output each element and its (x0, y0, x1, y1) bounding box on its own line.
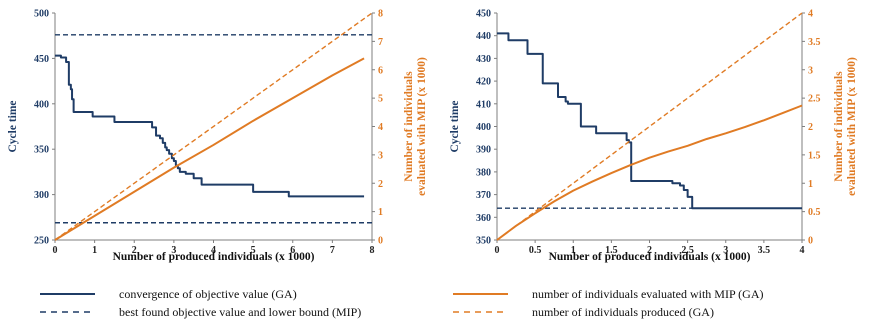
legend-label-mip_bound: best found objective value and lower bou… (119, 305, 361, 319)
x-tick-label: 0 (495, 245, 500, 256)
y2-tick-label: 3.5 (808, 37, 821, 48)
y-tick-label: 420 (476, 77, 491, 88)
y-tick-label: 500 (34, 9, 49, 20)
y2-tick-label: 2 (808, 122, 813, 133)
series-line-ga_convergence (55, 54, 365, 198)
series-line-mip_evaluated (54, 57, 365, 241)
y2-tick-label: 3 (378, 150, 383, 161)
y-tick-label: 350 (34, 145, 49, 156)
chart-panel-2: 0 0.5 1 1.5 2 2.5 3 3.5 435036037038039040041042… (449, 9, 858, 264)
x-tick-label: 2 (647, 245, 652, 256)
x-tick-label: 7 (330, 245, 335, 256)
y2-tick-label: 1.5 (808, 150, 821, 161)
y-tick-label: 390 (476, 145, 491, 156)
y2-tick-label: 1 (808, 179, 813, 190)
x-tick-label: 4 (211, 245, 216, 256)
y-tick-label: 430 (476, 54, 491, 65)
y2-tick-label: 2.5 (808, 94, 821, 105)
y2-axis-title-line: evaluated with MIP (x 1000) (846, 57, 858, 196)
y2-tick-label: 4 (378, 122, 383, 133)
y-axis-title: Cycle time (449, 100, 461, 152)
series-line-mip_evaluated (496, 104, 803, 241)
series-line-produced (54, 12, 373, 241)
x-tick-label: 3 (171, 245, 176, 256)
y-tick-label: 250 (34, 236, 49, 247)
series-line-produced (496, 12, 803, 241)
series-line-ga_convergence (497, 32, 802, 210)
x-tick-label: 2.5 (681, 245, 694, 256)
y2-axis-title-line: Number of individuals (403, 71, 415, 182)
y-tick-label: 410 (476, 99, 491, 110)
x-tick-label: 1 (571, 245, 576, 256)
y-tick-label: 450 (476, 9, 491, 20)
y-tick-label: 400 (476, 122, 491, 133)
y-tick-label: 450 (34, 54, 49, 65)
y-tick-label: 360 (476, 213, 491, 224)
y2-tick-label: 0 (378, 236, 383, 247)
y2-axis-title-line: evaluated with MIP (x 1000) (416, 57, 428, 196)
y-tick-label: 440 (476, 31, 491, 42)
legend: convergence of objective value (GA) numbe… (40, 287, 764, 319)
legend-label-produced: number of individuals produced (GA) (532, 305, 714, 319)
y2-tick-label: 5 (378, 94, 383, 105)
y-axis-title: Cycle time (7, 100, 19, 152)
x-tick-label: 0 (53, 245, 58, 256)
legend-label-ga_convergence: convergence of objective value (GA) (119, 287, 297, 301)
x-tick-label: 0.5 (529, 245, 542, 256)
x-tick-label: 6 (290, 245, 295, 256)
y-tick-label: 400 (34, 99, 49, 110)
y2-tick-label: 8 (378, 9, 383, 20)
y2-tick-label: 1 (378, 207, 383, 218)
x-tick-label: 5 (251, 245, 256, 256)
x-tick-label: 1 (92, 245, 97, 256)
y2-tick-label: 4 (808, 9, 813, 20)
x-tick-label: 4 (800, 245, 805, 256)
y-tick-label: 380 (476, 167, 491, 178)
x-axis-title: Number of produced individuals (x 1000) (113, 251, 315, 263)
x-axis-title: Number of produced individuals (x 1000) (549, 251, 751, 263)
y2-tick-label: 2 (378, 179, 383, 190)
x-tick-label: 8 (370, 245, 375, 256)
y2-tick-label: 7 (378, 37, 383, 48)
y2-tick-label: 3 (808, 65, 813, 76)
x-tick-label: 3.5 (758, 245, 771, 256)
y2-tick-label: 0 (808, 236, 813, 247)
y-tick-label: 300 (34, 190, 49, 201)
x-tick-label: 3 (723, 245, 728, 256)
y-tick-label: 350 (476, 236, 491, 247)
y2-tick-label: 6 (378, 65, 383, 76)
chart-panel-1: 0 1 2 3 4 5 6 7 8 250 300 350 400 450 500 0 1 2 3 4 5 6 7 8 Numb… (7, 9, 428, 264)
x-tick-label: 1.5 (605, 245, 618, 256)
legend-label-mip_evaluated: number of individuals evaluated with MIP… (532, 287, 764, 301)
y-tick-label: 370 (476, 190, 491, 201)
x-tick-label: 2 (132, 245, 137, 256)
y2-tick-label: 0.5 (808, 207, 821, 218)
y2-axis-title-line: Number of individuals (833, 71, 845, 182)
